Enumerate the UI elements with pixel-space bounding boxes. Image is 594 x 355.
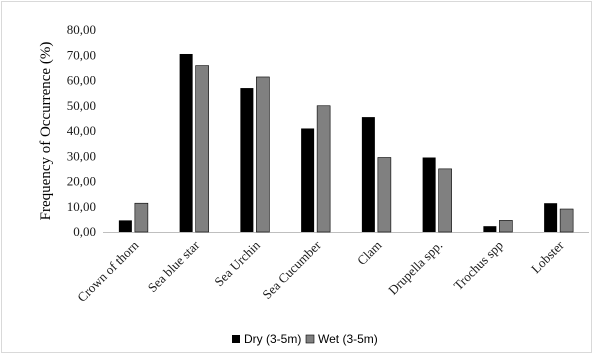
category-labels: Crown of thorn Sea blue star Sea UrchinSea… xyxy=(74,237,567,305)
y-axis-label: Frequency of Occurrence (%) xyxy=(38,42,54,221)
bar-dry xyxy=(118,220,132,232)
bar-dry xyxy=(301,128,315,232)
y-tick-label: 20,00 xyxy=(67,174,96,189)
category-label: Drupella spp. xyxy=(385,238,445,298)
legend-swatch xyxy=(305,334,315,344)
bar-dry xyxy=(422,157,436,232)
bar-wet xyxy=(195,65,209,233)
y-tick-label: 80,00 xyxy=(67,22,96,37)
y-tick-label: 70,00 xyxy=(67,47,96,62)
bar-dry xyxy=(361,117,375,232)
y-tick-labels: 0,00 10,00 20,00 30,00 40,00 50,00 60,00 70,00 8… xyxy=(67,22,96,239)
y-tick-label: 40,00 xyxy=(67,123,96,138)
category-label: Sea Urchin xyxy=(211,237,263,289)
bar-wet xyxy=(316,105,331,233)
bar-dry xyxy=(483,226,497,232)
category-label: Crown of thorn xyxy=(74,237,142,305)
y-tick-label: 60,00 xyxy=(67,73,96,88)
bar-wet xyxy=(256,76,270,233)
bar-wet xyxy=(438,168,452,233)
y-tick-label: 10,00 xyxy=(67,199,96,214)
legend-label: Dry (3-5m) xyxy=(244,332,301,346)
category-label: Clam xyxy=(354,238,385,269)
category-label: Lobster xyxy=(528,237,567,276)
bar-wet xyxy=(134,202,149,233)
bar-wet xyxy=(559,208,574,233)
category-label: Sea Cucumber xyxy=(259,237,324,302)
y-tick-label: 30,00 xyxy=(67,148,96,163)
bar-dry xyxy=(240,88,254,232)
category-label: Sea blue star xyxy=(145,237,203,295)
category-label: Trochus spp xyxy=(451,238,506,293)
bar-dry xyxy=(544,203,558,232)
y-tick-label: 50,00 xyxy=(67,98,96,113)
legend-label: Wet (3-5m) xyxy=(318,332,378,346)
bar-wet xyxy=(499,220,513,233)
y-tick-label: 0,00 xyxy=(73,224,96,239)
bar-dry xyxy=(179,53,193,232)
bars xyxy=(118,53,574,233)
legend: Dry (3-5m) Wet (3-5m) xyxy=(232,332,378,346)
legend-swatch xyxy=(232,335,240,343)
bar-wet xyxy=(377,157,392,233)
